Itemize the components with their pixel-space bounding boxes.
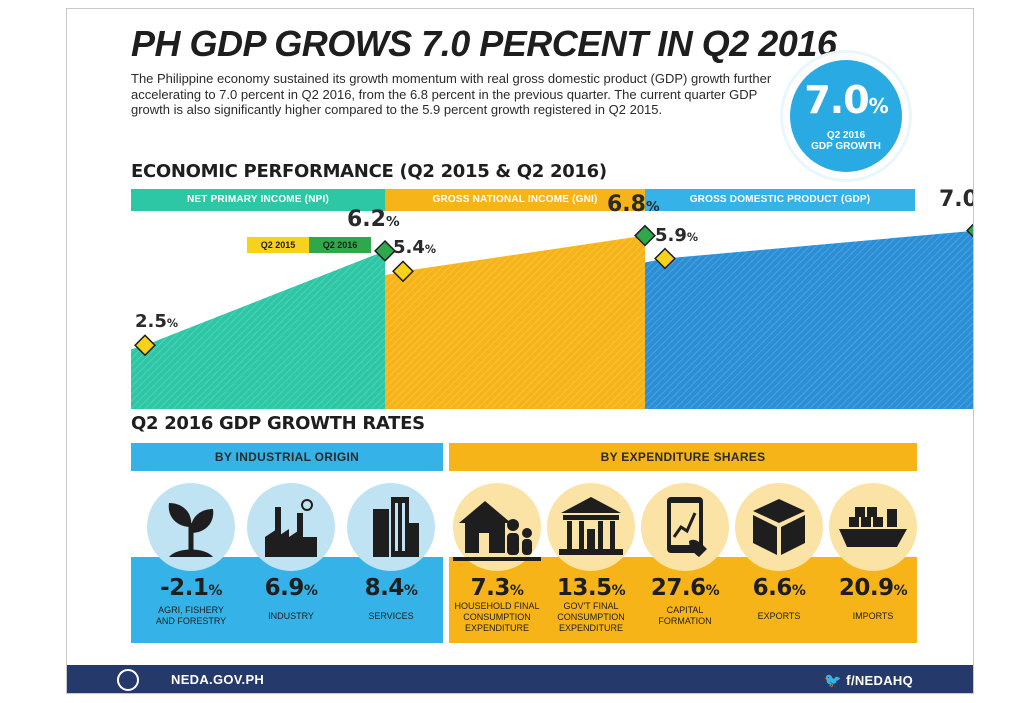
services-value: 8.4% [364, 575, 418, 601]
legend-q2-2016: Q2 2016 [309, 237, 371, 253]
badge-caption: Q2 2016 GDP GROWTH [811, 130, 881, 152]
industrial-origin-panel [131, 557, 443, 643]
growth-rates-title: Q2 2016 GDP GROWTH RATES [131, 413, 425, 434]
capital-formation-label: CAPITAL FORMATION [658, 605, 712, 626]
q2-2016-label-1: 6.8% [607, 191, 660, 217]
expenditure-shares-panel [449, 557, 917, 643]
government-label: GOV'T FINAL CONSUMPTION EXPENDITURE [557, 601, 625, 633]
industrial-origin-header: BY INDUSTRIAL ORIGIN [131, 443, 443, 471]
cargo-ship-icon [829, 483, 917, 571]
exports-value: 6.6% [752, 575, 806, 601]
imports-value: 20.9% [838, 575, 908, 601]
twitter-icon: 🐦 f [824, 672, 851, 688]
page-title: PH GDP GROWS 7.0 PERCENT IN Q2 2016 [131, 23, 837, 64]
gni-band: GROSS NATIONAL INCOME (GNI) [385, 189, 645, 211]
box-icon [735, 483, 823, 571]
q2-2015-label-2: 5.9% [655, 224, 699, 246]
infographic: PH GDP GROWS 7.0 PERCENT IN Q2 2016 The … [66, 8, 974, 694]
legend-q2-2015: Q2 2015 [247, 237, 309, 253]
area-stripes-2 [645, 230, 973, 409]
buildings-icon [347, 483, 435, 571]
badge-value: 7.0% [804, 78, 888, 122]
industry-value: 6.9% [264, 575, 318, 601]
tablet-chart-icon [641, 483, 729, 571]
q2-2016-label-2: 7.0% [939, 186, 973, 212]
economic-performance-svg [131, 219, 973, 409]
footer-bar: NEDA.GOV.PH 🐦 f/NEDAHQ [67, 665, 973, 693]
agri-value: -2.1% [160, 575, 222, 601]
neda-seal-icon [117, 669, 139, 691]
npi-band: NET PRIMARY INCOME (NPI) [131, 189, 385, 211]
q2-2016-marker-0 [374, 239, 396, 262]
economic-performance-chart: Q2 2015 Q2 2016 2.5% 6.2% 5.4% 6.8% 5.9% 7.0% [131, 187, 973, 413]
gdp-band: GROSS DOMESTIC PRODUCT (GDP) [645, 189, 915, 211]
q2-2015-label-1: 5.4% [393, 237, 437, 259]
footer-social-handle[interactable]: 🐦 f/NEDAHQ [824, 672, 913, 688]
exports-label: EXPORTS [757, 611, 801, 621]
capital-formation-value: 27.6% [650, 575, 720, 601]
household-value: 7.3% [470, 575, 524, 601]
industry-label: INDUSTRY [268, 611, 314, 621]
agri-label: AGRI, FISHERY AND FORESTRY [155, 605, 227, 626]
q2-2015-marker-2 [654, 247, 676, 270]
q2-2016-label-0: 6.2% [347, 206, 400, 232]
expenditure-shares-header: BY EXPENDITURE SHARES [449, 443, 917, 471]
footer-site-link[interactable]: NEDA.GOV.PH [171, 672, 265, 687]
q2-2015-marker-1 [392, 260, 414, 283]
badge-circle: 7.0% Q2 2016 GDP GROWTH [790, 60, 902, 172]
area-stripes-1 [385, 235, 645, 409]
gdp-growth-badge: 7.0% Q2 2016 GDP GROWTH [783, 53, 909, 179]
services-label: SERVICES [368, 611, 414, 621]
economic-performance-title: ECONOMIC PERFORMANCE (Q2 2015 & Q2 2016) [131, 161, 607, 182]
government-building-icon [547, 483, 635, 571]
plant-icon [147, 483, 235, 571]
intro-paragraph: The Philippine economy sustained its gro… [131, 71, 772, 117]
imports-label: IMPORTS [852, 611, 894, 621]
q2-2016-marker-2 [966, 219, 973, 242]
q2-2015-label-0: 2.5% [135, 311, 179, 333]
household-label: HOUSEHOLD FINAL CONSUMPTION EXPENDITURE [454, 601, 540, 633]
factory-icon [247, 483, 335, 571]
family-house-icon [453, 483, 541, 571]
q2-2015-marker-0 [134, 334, 156, 357]
area-stripes-0 [131, 250, 385, 409]
government-value: 13.5% [556, 575, 626, 601]
q2-2016-marker-1 [634, 224, 656, 247]
